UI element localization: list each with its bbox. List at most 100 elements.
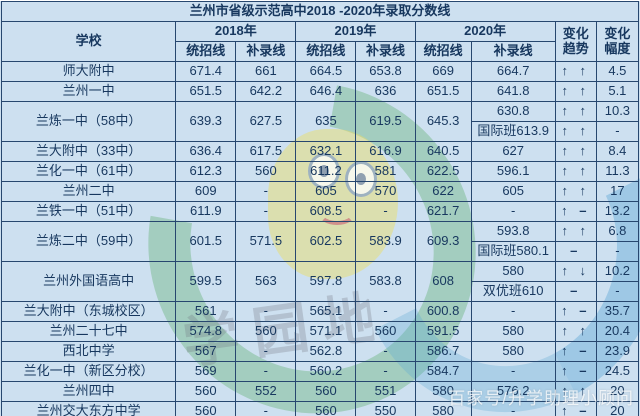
- header-2019: 2019年: [295, 21, 416, 42]
- score-cell: 661: [235, 61, 297, 82]
- school-name: 兰州交大东方中学: [0, 401, 177, 416]
- range-cell: 23.9: [595, 341, 640, 362]
- table-row: 兰化一中（61中） 612.3 560 611.2 581 622.5 596.…: [0, 161, 640, 182]
- score-cell: 669: [414, 61, 472, 82]
- school-name: 兰州外国语高中: [0, 261, 177, 302]
- score-cell: 双优班610: [470, 281, 556, 302]
- header-bulu-2020: 补录线: [470, 41, 556, 62]
- trend-cell: ↑ ↑: [554, 121, 597, 142]
- score-cell: 605: [470, 181, 556, 202]
- score-cell: -: [235, 361, 297, 382]
- school-name: 兰大附中（33中）: [0, 141, 177, 162]
- score-cell: 640.5: [414, 141, 472, 162]
- score-cell: 596.1: [470, 161, 556, 182]
- school-name: 兰炼一中（58中）: [0, 101, 177, 142]
- score-cell: -: [355, 201, 416, 222]
- school-name: 师大附中: [0, 61, 177, 82]
- trend-cell: ↑ ↑: [554, 81, 597, 102]
- score-cell: -: [235, 201, 297, 222]
- score-cell: -: [235, 401, 297, 416]
- header-bulu-2019: 补录线: [355, 41, 416, 62]
- range-cell: 5.1: [595, 81, 640, 102]
- score-cell: 570: [355, 181, 416, 202]
- score-cell: 651.5: [414, 81, 472, 102]
- score-cell: 561: [175, 301, 237, 322]
- header-tongzhao-2019: 统招线: [295, 41, 357, 62]
- score-cell: 608: [414, 261, 472, 302]
- score-cell: 636: [355, 81, 416, 102]
- range-cell: 6.8: [595, 221, 640, 242]
- table-title: 兰州市省级示范高中2018 -2020年录取分数线: [1, 1, 639, 22]
- table-row: 西北中学 567 - 562.8 - 586.7 580 ↑ – 23.9: [0, 341, 640, 362]
- trend-cell: ↑ –: [554, 401, 597, 416]
- table-row: 兰铁一中（51中） 611.9 - 608.5 - 621.7 - ↑ – 13…: [0, 201, 640, 222]
- range-cell: 10.3: [595, 101, 640, 122]
- score-cell: 622: [414, 181, 472, 202]
- header-range-line1: 变化: [604, 26, 631, 42]
- score-cell: 641.8: [470, 81, 556, 102]
- score-cell: 580: [414, 401, 472, 416]
- score-cell: -: [355, 301, 416, 322]
- score-cell: 560.2: [295, 361, 357, 382]
- trend-cell: ↑ ↑: [554, 61, 597, 82]
- score-cell: 国际班613.9: [470, 121, 556, 142]
- score-cell: 560: [295, 381, 357, 402]
- score-cell: 632.1: [295, 141, 357, 162]
- table-subrow: 国际班580.1 – -: [2, 241, 640, 262]
- trend-cell: –: [554, 241, 597, 262]
- school-name: 兰州二十七中: [0, 321, 177, 342]
- trend-cell: ↑ ↑: [554, 161, 597, 182]
- score-cell: 563: [235, 261, 297, 302]
- range-cell: 11.3: [595, 161, 640, 182]
- header-tongzhao-2018: 统招线: [175, 41, 237, 62]
- score-cell: 617.5: [235, 141, 297, 162]
- score-cell: 586.7: [414, 341, 472, 362]
- score-cell: 646.4: [295, 81, 357, 102]
- header-tongzhao-2020: 统招线: [414, 41, 472, 62]
- range-cell: -: [595, 121, 640, 142]
- score-cell: 651.5: [175, 81, 237, 102]
- score-cell: -: [235, 341, 297, 362]
- table-row: 兰炼一中（58中） 639.3 627.5 635 619.5 645.3 63…: [0, 101, 640, 142]
- header-range-line2: 幅度: [604, 40, 631, 56]
- score-cell: -: [470, 301, 556, 322]
- score-cell: -: [470, 361, 556, 382]
- score-cell: 580: [470, 341, 556, 362]
- range-cell: 20: [595, 401, 640, 416]
- score-cell: 664.7: [470, 61, 556, 82]
- trend-cell: ↑ ↑: [554, 141, 597, 162]
- score-cell: 567: [175, 341, 237, 362]
- score-cell: 636.4: [175, 141, 237, 162]
- header-2018: 2018年: [175, 21, 297, 42]
- score-cell: 645.3: [414, 101, 472, 142]
- score-cell: 574.8: [175, 321, 237, 342]
- score-cell: 580: [414, 381, 472, 402]
- score-cell: -: [235, 181, 297, 202]
- score-cell: 591.5: [414, 321, 472, 342]
- header-trend-line1: 变化: [562, 26, 589, 42]
- table-row: 兰大附中（33中） 636.4 617.5 632.1 616.9 640.5 …: [0, 141, 640, 162]
- trend-cell: –: [554, 281, 597, 302]
- school-name: 兰化一中（61中）: [0, 161, 177, 182]
- score-cell: 560: [235, 161, 297, 182]
- range-cell: -: [595, 281, 640, 302]
- trend-cell: ↑ ↑: [554, 101, 597, 122]
- score-cell: 611.2: [295, 161, 357, 182]
- score-cell: 国际班580.1: [470, 241, 556, 262]
- score-cell: 569: [175, 361, 237, 382]
- score-cell: 565.1: [295, 301, 357, 322]
- score-cell: 611.9: [175, 201, 237, 222]
- table-row: 兰炼二中（59中） 601.5 571.5 602.5 583.9 609.3 …: [0, 221, 640, 262]
- header-row-lines: 统招线 补录线 统招线 补录线 统招线 补录线: [2, 41, 639, 62]
- score-cell: 608.5: [295, 201, 357, 222]
- school-name: 兰化一中（新区分校）: [0, 361, 177, 382]
- score-cell: 609.3: [414, 221, 472, 262]
- trend-cell: ↑ ↑: [554, 321, 597, 342]
- score-cell: -: [355, 341, 416, 362]
- score-cell: 581: [355, 161, 416, 182]
- score-cell: 619.5: [355, 101, 416, 142]
- header-bulu-2018: 补录线: [235, 41, 297, 62]
- range-cell: 20.4: [595, 321, 640, 342]
- table-row: 兰化一中（新区分校） 569 - 560.2 - 584.7 - ↑ – 24.…: [0, 361, 640, 382]
